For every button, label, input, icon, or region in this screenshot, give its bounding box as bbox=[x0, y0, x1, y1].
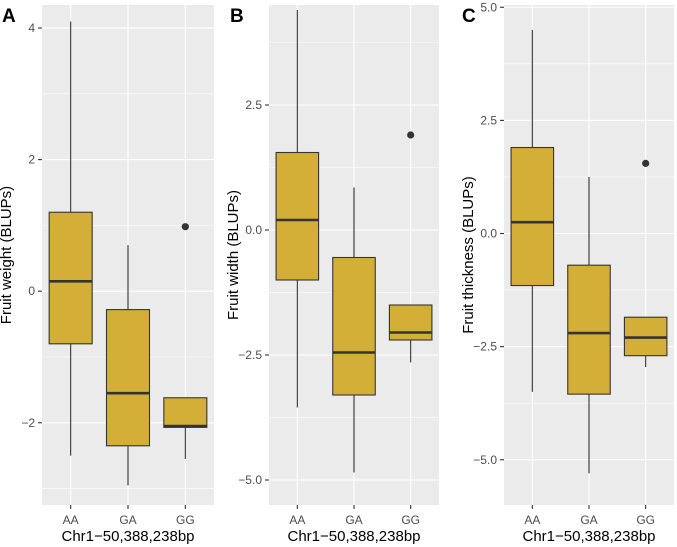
box-iqr bbox=[510, 146, 555, 287]
x-tick-label: GG bbox=[176, 513, 195, 527]
outlier-point bbox=[642, 159, 650, 167]
y-tick-label: 0.0 bbox=[480, 227, 497, 241]
x-tick-label: GA bbox=[345, 513, 362, 527]
y-axis-title: Fruit thickness (BLUPs) bbox=[460, 176, 477, 334]
y-tick-label: 4 bbox=[28, 21, 35, 35]
box-iqr bbox=[275, 151, 320, 281]
box-aa bbox=[275, 10, 320, 408]
box-ga bbox=[567, 176, 611, 474]
y-axis-title: Fruit width (BLUPs) bbox=[225, 190, 242, 320]
y-tick-label: −2 bbox=[21, 416, 35, 430]
x-tick-label: GA bbox=[119, 513, 136, 527]
box-iqr bbox=[567, 264, 611, 395]
box-iqr bbox=[332, 256, 376, 396]
panel-tag: A bbox=[2, 6, 16, 27]
x-tick-label: GG bbox=[636, 513, 655, 527]
panel-c: 5.0 2.5 0.0 −2.5 −5.0 AA GA GGChr1−50,388,238bp… bbox=[460, 0, 674, 545]
x-tick-label: AA bbox=[63, 513, 79, 527]
outlier-point bbox=[407, 131, 415, 139]
y-tick-label: −2.5 bbox=[473, 340, 497, 354]
y-tick-label: 2 bbox=[28, 153, 35, 167]
box-gg bbox=[388, 131, 433, 363]
box-ga bbox=[332, 187, 376, 473]
box-gg bbox=[623, 159, 668, 367]
box-ga bbox=[105, 245, 151, 486]
panel-tag: B bbox=[230, 6, 244, 27]
y-tick-label: 2.5 bbox=[480, 113, 497, 127]
x-axis-title: Chr1−50,388,238bp bbox=[61, 528, 194, 545]
box-gg bbox=[163, 223, 208, 459]
box-iqr bbox=[48, 211, 93, 345]
outlier-point bbox=[181, 223, 189, 231]
y-tick-label: 5.0 bbox=[480, 0, 497, 14]
panel-tag: C bbox=[462, 6, 476, 27]
x-tick-label: GG bbox=[401, 513, 420, 527]
x-axis-title: Chr1−50,388,238bp bbox=[287, 528, 420, 545]
box-iqr bbox=[388, 304, 433, 341]
box-aa bbox=[48, 21, 93, 456]
box-iqr bbox=[163, 397, 208, 428]
y-tick-label: 0.0 bbox=[245, 223, 262, 237]
x-tick-label: GA bbox=[580, 513, 597, 527]
y-tick-label: 2.5 bbox=[245, 98, 262, 112]
x-axis-title: Chr1−50,388,238bp bbox=[522, 528, 655, 545]
box-iqr bbox=[105, 309, 151, 447]
x-tick-label: AA bbox=[289, 513, 305, 527]
x-tick-label: AA bbox=[524, 513, 540, 527]
y-axis-title: Fruit weight (BLUPs) bbox=[0, 186, 15, 324]
box-aa bbox=[510, 29, 555, 392]
y-tick-label: −2.5 bbox=[238, 348, 262, 362]
y-tick-label: −5.0 bbox=[238, 473, 262, 487]
y-tick-label: 0 bbox=[28, 284, 35, 298]
y-tick-label: −5.0 bbox=[473, 453, 497, 467]
